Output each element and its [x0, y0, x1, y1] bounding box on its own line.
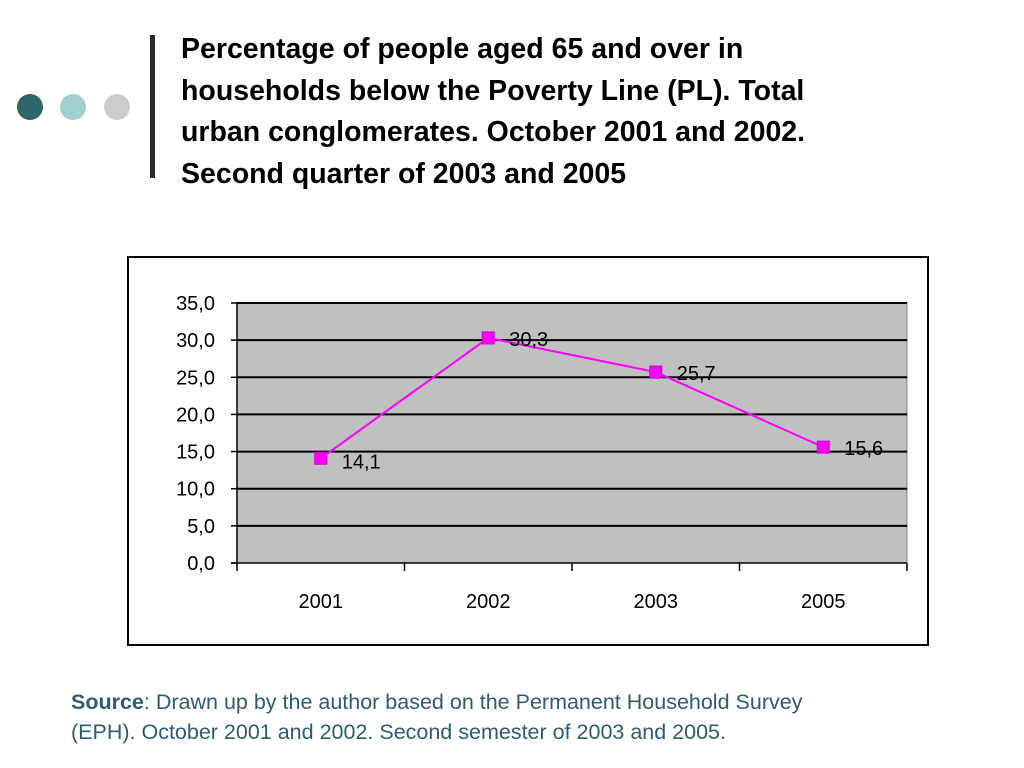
- y-tick-label: 25,0: [176, 367, 215, 389]
- data-point-marker: [649, 365, 663, 379]
- data-label: 14,1: [342, 451, 381, 473]
- source-text: : Drawn up by the author based on the Pe…: [143, 690, 803, 714]
- series: [314, 331, 830, 465]
- axes: [231, 302, 908, 571]
- y-tick-label: 30,0: [176, 330, 215, 352]
- source-note: Source: Drawn up by the author based on …: [71, 687, 971, 747]
- y-tick-labels: 0,0 5,0 10,0 15,0 20,0 25,0 30,0 35,0: [176, 293, 215, 575]
- data-label: 25,7: [677, 363, 716, 385]
- data-point-marker: [816, 440, 830, 454]
- data-label: 15,6: [844, 438, 883, 460]
- y-tick-label: 0,0: [187, 553, 215, 575]
- y-tick-label: 15,0: [176, 442, 215, 464]
- y-tick-label: 5,0: [187, 516, 215, 538]
- decor-dot-gray: [104, 94, 130, 120]
- source-line-1: Source: Drawn up by the author based on …: [71, 687, 971, 717]
- x-tick-label: 2003: [634, 591, 679, 613]
- x-tick-label: 2002: [466, 591, 511, 613]
- title-line: Second quarter of 2003 and 2005: [181, 157, 627, 190]
- title-line: households below the Poverty Line (PL). …: [181, 74, 805, 107]
- source-label: Source: [71, 690, 144, 714]
- decor-dot-light: [60, 94, 86, 120]
- x-tick-label: 2001: [299, 591, 344, 613]
- plot-area: [236, 302, 908, 564]
- data-point-marker: [314, 451, 328, 465]
- data-labels: 14,1 30,3 25,7 15,6: [342, 329, 883, 473]
- data-label: 30,3: [509, 329, 548, 351]
- slide-title: Percentage of people aged 65 and over in…: [181, 29, 971, 195]
- data-point-marker: [481, 331, 495, 345]
- x-tick-labels: 2001 2002 2003 2005: [299, 591, 846, 613]
- chart-frame: 0,0 5,0 10,0 15,0 20,0 25,0 30,0 35,0 2001 2002 2…: [127, 256, 929, 646]
- line-chart: 0,05,010,015,020,025,030,035,0 2001 2002 2…: [176, 293, 908, 613]
- y-tick-label: 10,0: [176, 479, 215, 501]
- series-line: [320, 336, 824, 460]
- decor-dot-dark: [17, 94, 43, 120]
- gridlines: [237, 302, 907, 527]
- title-line: Percentage of people aged 65 and over in: [181, 33, 744, 65]
- y-tick-label: 35,0: [176, 293, 215, 315]
- y-tick-label: 20,0: [176, 404, 215, 426]
- title-accent-bar: [150, 35, 155, 178]
- title-line: urban conglomerates. October 2001 and 20…: [181, 116, 806, 148]
- x-tick-label: 2005: [801, 591, 846, 613]
- source-line-2: (EPH). October 2001 and 2002. Second sem…: [71, 720, 726, 744]
